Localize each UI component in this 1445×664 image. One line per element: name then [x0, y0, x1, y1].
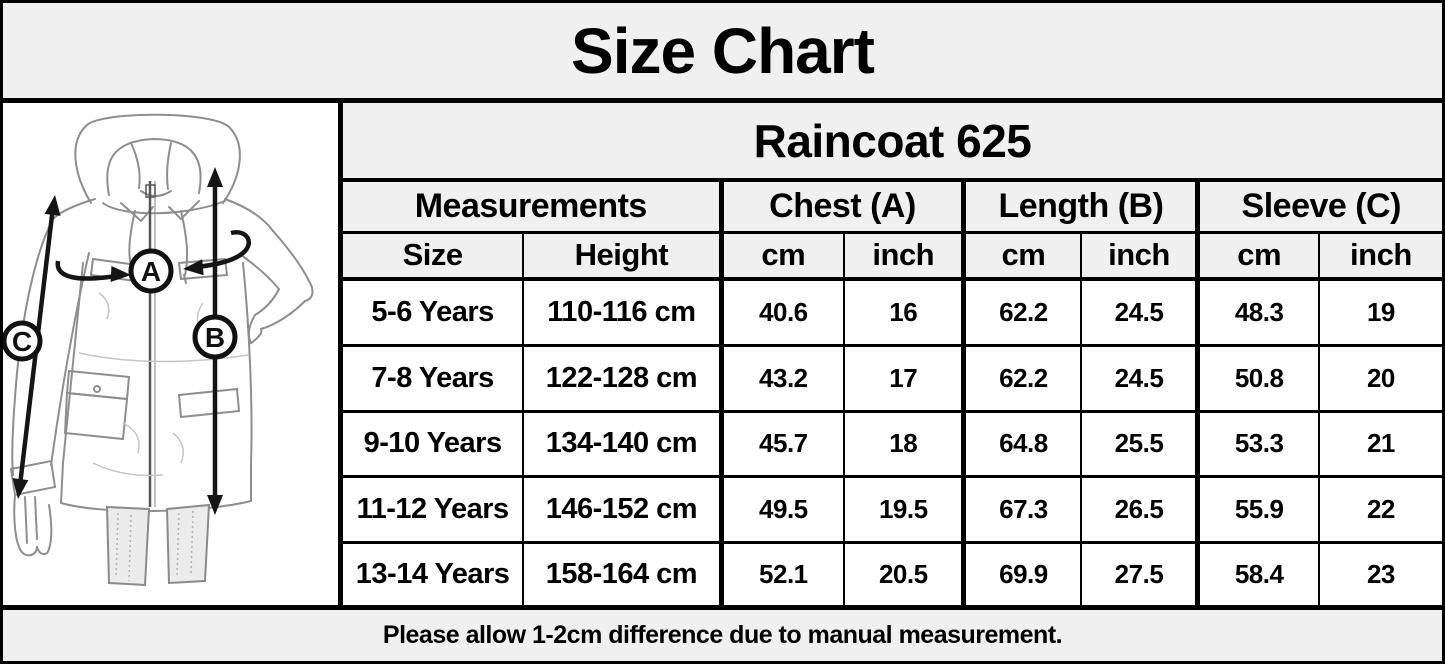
cell-chest-cm: 40.6	[718, 277, 846, 347]
chest-arrow-right	[188, 230, 251, 271]
cell-sleeve-inch: 23	[1317, 540, 1442, 605]
cell-height: 146-152 cm	[522, 475, 723, 544]
cell-size: 11-12 Years	[343, 475, 525, 544]
cell-sleeve-inch: 21	[1317, 409, 1442, 479]
length-badge-circle	[192, 314, 238, 360]
cell-size: 9-10 Years	[343, 409, 525, 479]
table-row: 7-8 Years 122-128 cm 43.2 17 62.2 24.5 5…	[343, 343, 1442, 413]
chest-badge-label: A	[141, 256, 161, 287]
title-bar: Size Chart	[3, 3, 1442, 103]
sleeve-badge-circle	[3, 320, 43, 362]
col-header-length-inch: inch	[1080, 231, 1199, 281]
main-area: A B C Raincoat 625	[3, 103, 1442, 610]
cell-length-cm: 69.9	[961, 540, 1083, 605]
cell-chest-cm: 43.2	[718, 343, 846, 413]
size-table-area: Raincoat 625 Measurements Chest (A) Leng…	[343, 103, 1442, 605]
table-row: 11-12 Years 146-152 cm 49.5 19.5 67.3 26…	[343, 475, 1442, 544]
cell-length-inch: 24.5	[1080, 277, 1199, 347]
cell-chest-inch: 16	[843, 277, 965, 347]
cell-chest-inch: 20.5	[843, 540, 965, 605]
cell-chest-cm: 45.7	[718, 409, 846, 479]
cell-height: 122-128 cm	[522, 343, 723, 413]
coat-outline	[9, 113, 314, 557]
footer-note: Please allow 1-2cm difference due to man…	[3, 610, 1442, 661]
chest-arrow	[55, 260, 124, 281]
cell-length-inch: 25.5	[1080, 409, 1199, 479]
legs	[105, 503, 211, 587]
chest-badge-circle	[128, 248, 174, 294]
table-row: 9-10 Years 134-140 cm 45.7 18 64.8 25.5 …	[343, 409, 1442, 479]
measure-badges: A B C	[3, 248, 238, 362]
cell-length-inch: 26.5	[1080, 475, 1199, 544]
col-group-length: Length (B)	[961, 179, 1199, 234]
cell-chest-inch: 19.5	[843, 475, 965, 544]
cell-sleeve-cm: 50.8	[1195, 343, 1320, 413]
cell-sleeve-cm: 55.9	[1195, 475, 1320, 544]
cell-height: 110-116 cm	[522, 277, 723, 347]
cell-size: 7-8 Years	[343, 343, 525, 413]
length-badge-label: B	[205, 322, 225, 353]
cell-length-cm: 67.3	[961, 475, 1083, 544]
cell-length-cm: 62.2	[961, 277, 1083, 347]
product-name: Raincoat 625	[343, 103, 1442, 182]
cell-sleeve-cm: 53.3	[1195, 409, 1320, 479]
col-header-chest-cm: cm	[718, 231, 846, 281]
size-table: Raincoat 625 Measurements Chest (A) Leng…	[343, 103, 1442, 605]
col-header-size: Size	[343, 231, 525, 281]
cell-length-cm: 62.2	[961, 343, 1083, 413]
table-row: 5-6 Years 110-116 cm 40.6 16 62.2 24.5 4…	[343, 277, 1442, 347]
table-row: 13-14 Years 158-164 cm 52.1 20.5 69.9 27…	[343, 540, 1442, 605]
cell-chest-cm: 49.5	[718, 475, 846, 544]
cell-sleeve-cm: 48.3	[1195, 277, 1320, 347]
col-header-sleeve-cm: cm	[1195, 231, 1320, 281]
product-header-row: Raincoat 625	[343, 103, 1442, 182]
col-header-length-cm: cm	[961, 231, 1083, 281]
col-header-sleeve-inch: inch	[1317, 231, 1442, 281]
raincoat-illustration: A B C	[3, 103, 343, 605]
col-header-height: Height	[522, 231, 723, 281]
cell-size: 13-14 Years	[343, 540, 525, 605]
col-group-measurements: Measurements	[343, 179, 723, 234]
col-header-chest-inch: inch	[843, 231, 965, 281]
cell-sleeve-inch: 22	[1317, 475, 1442, 544]
sleeve-badge-label: C	[12, 326, 32, 357]
sub-header-row: Size Height cm inch cm inch cm inch	[343, 231, 1442, 281]
cell-height: 158-164 cm	[522, 540, 723, 605]
cell-length-inch: 24.5	[1080, 343, 1199, 413]
cell-length-inch: 27.5	[1080, 540, 1199, 605]
page-title: Size Chart	[571, 14, 875, 87]
raincoat-sketch-image: A B C	[3, 113, 314, 587]
cell-sleeve-inch: 20	[1317, 343, 1442, 413]
wrinkle-strokes	[78, 292, 250, 477]
group-header-row: Measurements Chest (A) Length (B) Sleeve…	[343, 179, 1442, 234]
cell-sleeve-inch: 19	[1317, 277, 1442, 347]
cell-chest-inch: 17	[843, 343, 965, 413]
cell-length-cm: 64.8	[961, 409, 1083, 479]
cell-size: 5-6 Years	[343, 277, 525, 347]
cell-sleeve-cm: 58.4	[1195, 540, 1320, 605]
zipper-line	[145, 181, 156, 507]
col-group-chest: Chest (A)	[718, 179, 965, 234]
cell-chest-inch: 18	[843, 409, 965, 479]
col-group-sleeve: Sleeve (C)	[1195, 179, 1442, 234]
cell-height: 134-140 cm	[522, 409, 723, 479]
cell-chest-cm: 52.1	[718, 540, 846, 605]
arrowheads	[12, 167, 223, 515]
